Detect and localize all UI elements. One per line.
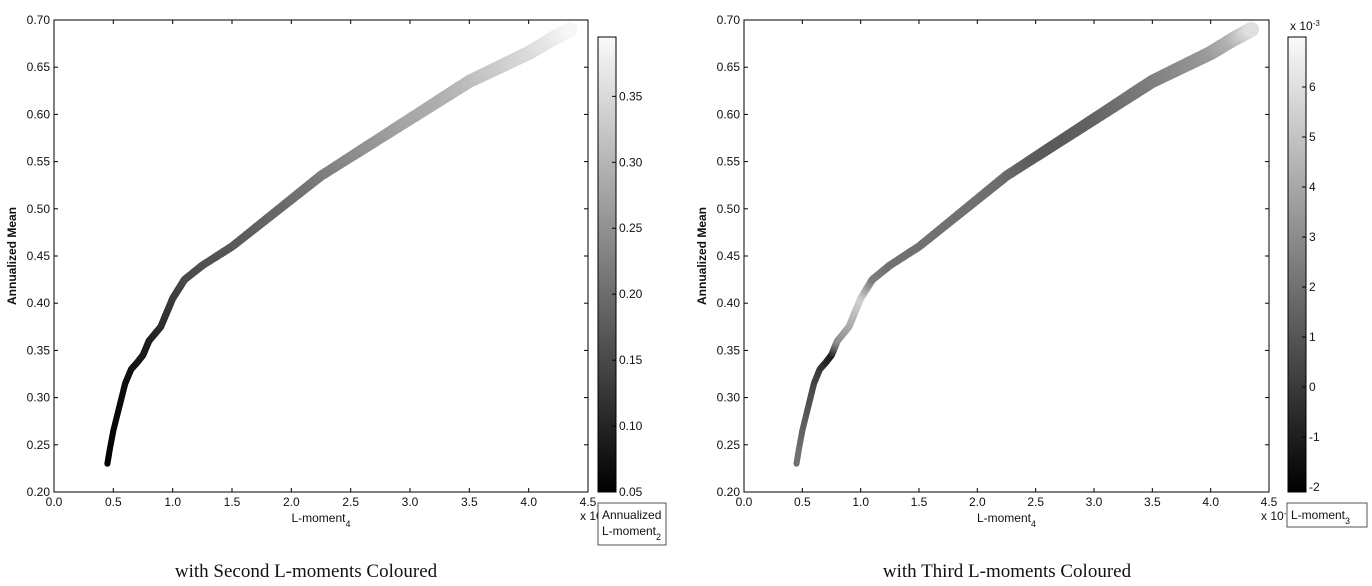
x-tick-label: 3.0	[1086, 495, 1103, 509]
x-tick-label: 4.0	[1202, 495, 1219, 509]
colorbar	[1287, 36, 1307, 493]
colorbar	[597, 36, 617, 493]
colorbar-tick-label: 0.15	[619, 353, 643, 367]
colorbar-label-line: L-moment3	[1291, 508, 1350, 526]
colorbar-tick-label: 0.35	[619, 89, 643, 103]
x-tick-label: 0.0	[46, 495, 63, 509]
y-tick-label: 0.20	[27, 485, 51, 499]
colorbar-tick-label: 2	[1309, 280, 1316, 294]
y-tick-label: 0.45	[27, 249, 51, 263]
chart-panel-2: 0.200.250.300.350.400.450.500.550.600.65…	[695, 13, 1368, 582]
y-tick-label: 0.65	[27, 60, 51, 74]
x-tick-label: 3.5	[461, 495, 478, 509]
x-axis-label: L-moment4	[291, 511, 350, 529]
x-axis-label-subscript: 4	[346, 519, 351, 529]
colorbar-label-subscript: 2	[656, 532, 661, 542]
y-axis-label: Annualized Mean	[5, 207, 19, 305]
colorbar-tick-label: 3	[1309, 230, 1316, 244]
data-point	[1244, 21, 1259, 37]
x-tick-label: 1.5	[911, 495, 928, 509]
y-tick-label: 0.35	[717, 343, 741, 357]
x-tick-label: 4.5	[1261, 495, 1278, 509]
chart-caption: with Third L-moments Coloured	[883, 561, 1132, 582]
x-tick-label: 1.0	[852, 495, 869, 509]
x-tick-label: 1.5	[224, 495, 241, 509]
y-tick-label: 0.40	[27, 296, 51, 310]
colorbar-tick-label: -1	[1309, 430, 1320, 444]
y-tick-label: 0.35	[27, 343, 51, 357]
colorbar-tick-label: 6	[1309, 80, 1316, 94]
colorbar-label-box	[597, 502, 667, 546]
x-tick-label: 2.5	[342, 495, 359, 509]
x-tick-label: 0.0	[736, 495, 753, 509]
colorbar-tick-label: -2	[1309, 480, 1320, 494]
x-tick-label: 3.5	[1144, 495, 1161, 509]
colorbar-multiplier-exponent: -3	[1313, 19, 1321, 28]
x-tick-label: 2.0	[969, 495, 986, 509]
y-tick-label: 0.30	[717, 391, 741, 405]
x-tick-label: 4.0	[520, 495, 537, 509]
colorbar-label-line: Annualized	[602, 508, 661, 522]
colorbar-tick-label: 5	[1309, 130, 1316, 144]
y-tick-label: 0.50	[27, 202, 51, 216]
colorbar-label-box	[1286, 502, 1368, 528]
colorbar-tick-label: 0.05	[619, 485, 643, 499]
x-tick-label: 0.5	[105, 495, 122, 509]
y-tick-label: 0.20	[717, 485, 741, 499]
y-tick-label: 0.65	[717, 60, 741, 74]
y-tick-label: 0.60	[717, 107, 741, 121]
colorbar-label-subscript: 3	[1345, 516, 1350, 526]
colorbar-tick-label: 1	[1309, 330, 1316, 344]
x-tick-label: 2.5	[1027, 495, 1044, 509]
plot-area	[743, 19, 1270, 493]
colorbar-tick-label: 0.30	[619, 155, 643, 169]
y-tick-label: 0.50	[717, 202, 741, 216]
y-axis-label: Annualized Mean	[695, 207, 709, 305]
colorbar-tick-label: 0.25	[619, 221, 643, 235]
colorbar-tick-label: 4	[1309, 180, 1316, 194]
colorbar-multiplier: x 10-3	[1290, 19, 1320, 34]
y-tick-label: 0.55	[717, 155, 741, 169]
y-tick-label: 0.70	[717, 13, 741, 27]
x-tick-label: 0.5	[794, 495, 811, 509]
y-tick-label: 0.40	[717, 296, 741, 310]
chart-panel-1: 0.20 0.25 0.30 0.35 0.40 0.45 0.50 0.55 0.60 0.65…	[5, 13, 667, 582]
x-tick-label: 1.0	[164, 495, 181, 509]
plot-area	[53, 19, 589, 493]
x-tick-label: 2.0	[283, 495, 300, 509]
data-point	[562, 21, 578, 37]
chart-caption: with Second L-moments Coloured	[175, 561, 438, 582]
y-tick-label: 0.60	[27, 107, 51, 121]
y-tick-label: 0.70	[27, 13, 51, 27]
y-tick-label: 0.25	[27, 438, 51, 452]
x-tick-label: 4.5	[580, 495, 597, 509]
y-tick-label: 0.45	[717, 249, 741, 263]
x-tick-label: 3.0	[402, 495, 419, 509]
colorbar-tick-label: 0.20	[619, 287, 643, 301]
x-axis-label: L-moment4	[977, 511, 1036, 529]
colorbar-label-line: L-moment2	[602, 524, 661, 542]
colorbar-tick-label: 0.10	[619, 419, 643, 433]
y-tick-label: 0.55	[27, 155, 51, 169]
y-tick-label: 0.30	[27, 391, 51, 405]
colorbar-tick-label: 0	[1309, 380, 1316, 394]
y-tick-label: 0.25	[717, 438, 741, 452]
x-axis-label-subscript: 4	[1031, 519, 1036, 529]
